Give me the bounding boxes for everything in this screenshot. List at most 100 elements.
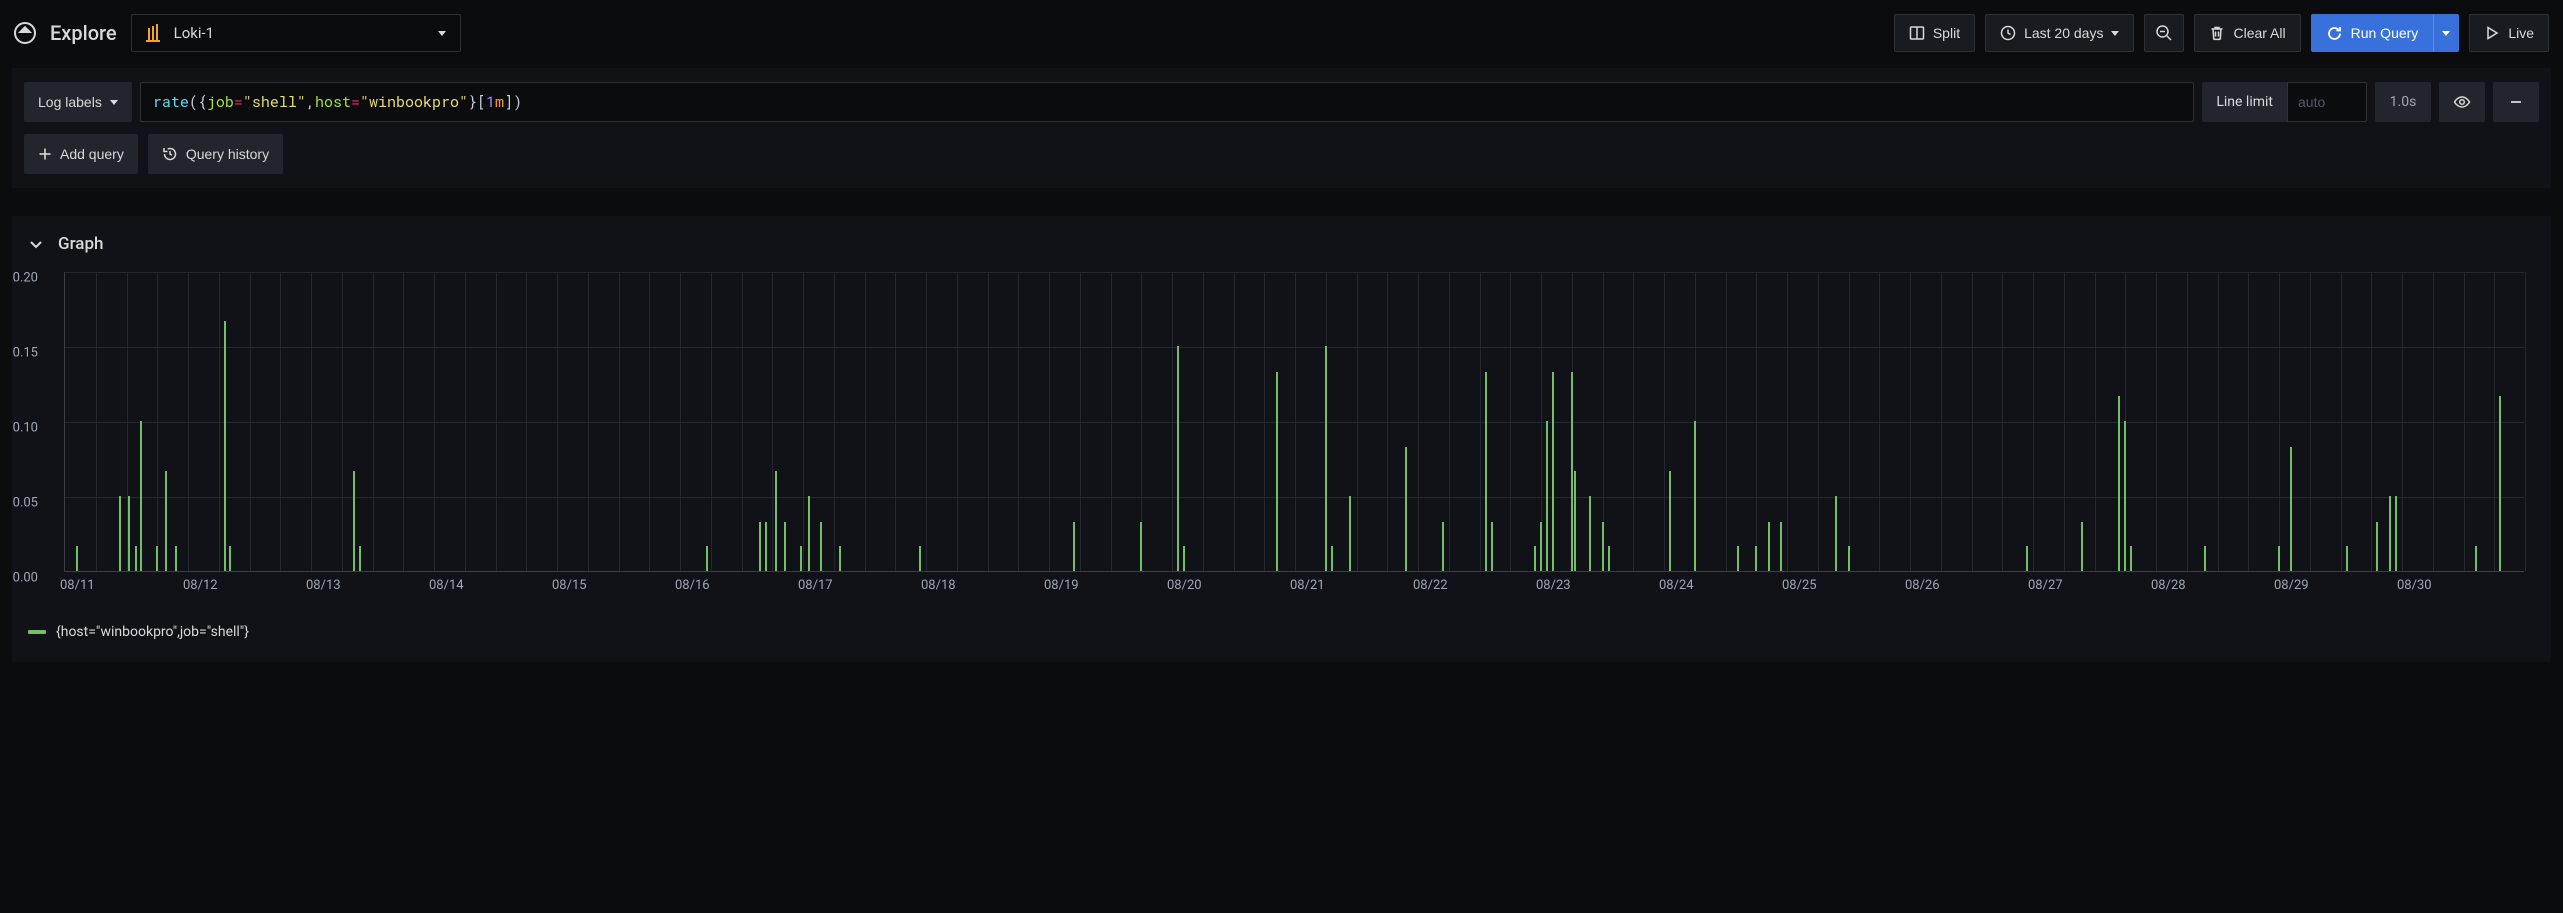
log-labels-button[interactable]: Log labels xyxy=(24,82,132,122)
series-bar xyxy=(2346,546,2348,572)
series-bar xyxy=(156,546,158,572)
series-bar xyxy=(76,546,78,572)
time-range-picker[interactable]: Last 20 days xyxy=(1985,14,2134,52)
run-query-button[interactable]: Run Query xyxy=(2311,14,2434,52)
series-bar xyxy=(839,546,841,572)
live-button[interactable]: Live xyxy=(2469,14,2549,52)
query-interval-display: 1.0s xyxy=(2375,82,2431,122)
series-bar xyxy=(140,421,142,571)
graph-title: Graph xyxy=(58,234,103,254)
clock-icon xyxy=(2000,25,2016,41)
x-tick-label: 08/12 xyxy=(183,578,218,593)
series-bar xyxy=(1574,471,1576,572)
logql-query-input[interactable]: rate({job="shell",host="winbookpro"}[1m]… xyxy=(140,82,2195,122)
legend[interactable]: {host="winbookpro",job="shell"} xyxy=(28,624,2535,640)
run-query-label: Run Query xyxy=(2351,25,2419,41)
series-bar xyxy=(1780,522,1782,572)
series-bar xyxy=(1442,522,1444,572)
x-tick-label: 08/30 xyxy=(2397,578,2432,593)
series-bar xyxy=(1694,421,1696,571)
run-query-group: Run Query xyxy=(2311,14,2460,52)
query-token: = xyxy=(351,92,360,112)
series-bar xyxy=(135,546,137,572)
y-tick-label: 0.20 xyxy=(0,271,38,286)
query-token: "shell" xyxy=(243,92,306,112)
series-bar xyxy=(1602,522,1604,572)
zoom-out-button[interactable] xyxy=(2144,14,2184,52)
series-bar xyxy=(353,471,355,572)
chevron-down-icon xyxy=(2111,31,2119,36)
remove-query-button[interactable] xyxy=(2493,82,2539,122)
compass-icon xyxy=(14,22,36,44)
clear-all-label: Clear All xyxy=(2233,25,2285,41)
chevron-down-icon xyxy=(2442,31,2450,36)
columns-icon xyxy=(1909,25,1925,41)
zoom-out-icon xyxy=(2155,24,2173,42)
series-bar xyxy=(1325,346,1327,571)
query-history-button[interactable]: Query history xyxy=(148,134,283,174)
time-range-label: Last 20 days xyxy=(2024,25,2103,41)
split-button[interactable]: Split xyxy=(1894,14,1975,52)
explore-topbar: Explore Loki-1 Split Last 20 days xyxy=(12,8,2551,62)
chevron-down-icon[interactable] xyxy=(28,236,44,252)
query-token: [ xyxy=(477,92,486,112)
series-bar xyxy=(1331,546,1333,572)
series-bar xyxy=(1405,447,1407,572)
x-tick-label: 08/23 xyxy=(1536,578,1571,593)
datasource-picker[interactable]: Loki-1 xyxy=(131,14,461,52)
add-query-button[interactable]: Add query xyxy=(24,134,138,174)
x-tick-label: 08/24 xyxy=(1659,578,1694,593)
series-bar xyxy=(919,546,921,572)
x-tick-label: 08/25 xyxy=(1782,578,1817,593)
series-bar xyxy=(2204,546,2206,572)
loki-logo-icon xyxy=(146,24,164,42)
run-query-options[interactable] xyxy=(2433,14,2459,52)
x-tick-label: 08/17 xyxy=(798,578,833,593)
query-token: 1 xyxy=(486,92,495,112)
legend-label: {host="winbookpro",job="shell"} xyxy=(56,624,249,640)
clear-all-button[interactable]: Clear All xyxy=(2194,14,2300,52)
play-icon xyxy=(2484,25,2500,41)
series-bar xyxy=(1552,372,1554,572)
query-token: , xyxy=(306,92,315,112)
query-history-label: Query history xyxy=(186,146,269,162)
query-token: m xyxy=(495,92,504,112)
x-tick-label: 08/21 xyxy=(1290,578,1325,593)
series-bar xyxy=(820,522,822,572)
series-bar xyxy=(165,471,167,572)
series-bar xyxy=(119,496,121,571)
query-editor-panel: Log labels rate({job="shell",host="winbo… xyxy=(12,68,2551,188)
series-bar xyxy=(1534,546,1536,572)
series-bar xyxy=(1276,372,1278,572)
series-bar xyxy=(808,496,810,571)
query-token: { xyxy=(198,92,207,112)
series-bar xyxy=(1589,496,1591,571)
series-bar xyxy=(775,471,777,572)
line-limit-label: Line limit xyxy=(2202,82,2287,122)
x-tick-label: 08/27 xyxy=(2028,578,2063,593)
series-bar xyxy=(1140,522,1142,572)
series-bar xyxy=(1546,421,1548,571)
series-bar xyxy=(2278,546,2280,572)
line-limit-input[interactable] xyxy=(2287,82,2367,122)
series-bar xyxy=(1491,522,1493,572)
series-bar xyxy=(1571,372,1573,572)
chart-area[interactable]: 0.000.050.100.150.20 08/1108/1208/1308/1… xyxy=(64,272,2535,602)
toggle-query-preview-button[interactable] xyxy=(2439,82,2485,122)
x-tick-label: 08/13 xyxy=(306,578,341,593)
series-bar xyxy=(765,522,767,572)
series-bar xyxy=(1835,496,1837,571)
query-token: "winbookpro" xyxy=(360,92,468,112)
series-bar xyxy=(175,546,177,572)
series-bar xyxy=(359,546,361,572)
chevron-down-icon xyxy=(110,100,118,105)
series-bar xyxy=(759,522,761,572)
x-tick-label: 08/18 xyxy=(921,578,956,593)
y-tick-label: 0.00 xyxy=(0,571,38,586)
plot-area xyxy=(64,272,2524,572)
query-token: = xyxy=(234,92,243,112)
query-token: ( xyxy=(189,92,198,112)
add-query-label: Add query xyxy=(60,146,124,162)
series-bar xyxy=(229,546,231,572)
series-bar xyxy=(2124,421,2126,571)
